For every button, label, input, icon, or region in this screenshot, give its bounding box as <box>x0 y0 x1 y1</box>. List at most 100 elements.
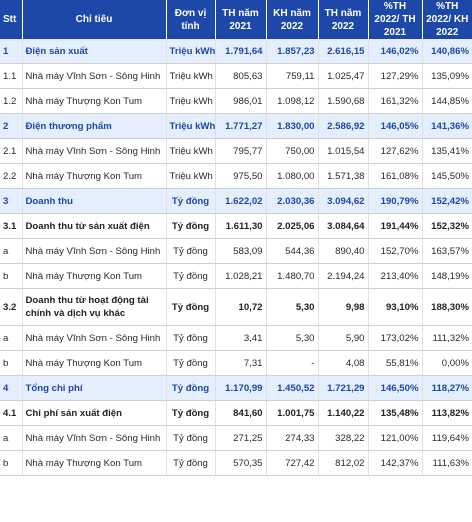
cell-kh2022: 2.025,06 <box>265 213 318 239</box>
cell-th2021: 1.791,64 <box>214 39 266 64</box>
cell-th2021: 1.622,02 <box>214 188 266 214</box>
cell-label: Doanh thu <box>21 188 166 214</box>
cell-pct-kh: 111,32% <box>421 325 472 351</box>
cell-th2021: 1.771,27 <box>214 113 266 139</box>
cell-th2021: 3,41 <box>214 325 266 351</box>
cell-unit: Triệu kWh <box>165 138 215 164</box>
table-row: b Nhà máy Thượng Kon Tum Tỷ đồng 570,35 727,… <box>0 450 472 476</box>
cell-th2021: 10,72 <box>214 288 266 326</box>
cell-unit: Tỷ đồng <box>165 375 215 401</box>
cell-stt: b <box>0 350 22 376</box>
cell-th2022: 1.015,54 <box>317 138 368 164</box>
cell-th2021: 7,31 <box>214 350 266 376</box>
results-table: Stt Chỉ tiêu Đơn vị tính TH năm 2021 KH … <box>0 0 472 476</box>
header-pct-th: %TH 2022/ TH 2021 <box>367 0 422 39</box>
cell-label: Nhà máy Vĩnh Sơn - Sông Hinh <box>21 63 166 89</box>
cell-label: Điện sản xuất <box>21 39 166 64</box>
cell-label: Nhà máy Thượng Kon Tum <box>21 263 166 289</box>
cell-th2022: 2.194,24 <box>317 263 368 289</box>
cell-stt: 2.1 <box>0 138 22 164</box>
cell-unit: Triệu kWh <box>165 113 215 139</box>
cell-th2022: 1.721,29 <box>317 375 368 401</box>
cell-th2022: 1.025,47 <box>317 63 368 89</box>
table-row: 1.1 Nhà máy Vĩnh Sơn - Sông Hinh Triệu kWh… <box>0 63 472 89</box>
table-row: a Nhà máy Vĩnh Sơn - Sông Hinh Tỷ đồng 271,… <box>0 425 472 451</box>
cell-pct-kh: 140,86% <box>421 39 472 64</box>
cell-stt: 2.2 <box>0 163 22 189</box>
cell-th2022: 1.140,22 <box>317 400 368 426</box>
cell-th2022: 4,08 <box>317 350 368 376</box>
cell-kh2022: 5,30 <box>265 325 318 351</box>
cell-stt: b <box>0 263 22 289</box>
cell-label: Nhà máy Vĩnh Sơn - Sông Hinh <box>21 325 166 351</box>
table-row: 3 Doanh thu Tỷ đồng 1.622,02 2.030,36 3.094,6… <box>0 188 472 214</box>
cell-label: Doanh thu từ hoạt động tài chính và dịch… <box>21 288 166 326</box>
cell-label: Nhà máy Vĩnh Sơn - Sông Hinh <box>21 238 166 264</box>
cell-pct-th: 142,37% <box>367 450 422 476</box>
table-row: b Nhà máy Thượng Kon Tum Tỷ đồng 7,31-4,08 5… <box>0 350 472 376</box>
cell-label: Nhà máy Thượng Kon Tum <box>21 88 166 114</box>
cell-th2021: 1.611,30 <box>214 213 266 239</box>
cell-pct-kh: 111,63% <box>421 450 472 476</box>
cell-unit: Tỷ đồng <box>165 350 215 376</box>
table-row: b Nhà máy Thượng Kon Tum Tỷ đồng 1.028,21 1.… <box>0 263 472 289</box>
header-kh2022: KH năm 2022 <box>265 0 318 39</box>
table-row: a Nhà máy Vĩnh Sơn - Sông Hinh Tỷ đồng 3,41… <box>0 325 472 351</box>
cell-unit: Tỷ đồng <box>165 325 215 351</box>
cell-kh2022: 544,36 <box>265 238 318 264</box>
cell-stt: a <box>0 238 22 264</box>
header-chi-tieu: Chỉ tiêu <box>21 0 166 39</box>
cell-kh2022: 2.030,36 <box>265 188 318 214</box>
cell-label: Nhà máy Vĩnh Sơn - Sông Hinh <box>21 425 166 451</box>
cell-unit: Triệu kWh <box>165 63 215 89</box>
cell-th2021: 975,50 <box>214 163 266 189</box>
cell-pct-th: 93,10% <box>367 288 422 326</box>
cell-th2022: 3.094,62 <box>317 188 368 214</box>
cell-stt: b <box>0 450 22 476</box>
cell-label: Chi phí sản xuất điện <box>21 400 166 426</box>
header-stt: Stt <box>0 0 22 39</box>
table-row: a Nhà máy Vĩnh Sơn - Sông Hinh Tỷ đồng 583,… <box>0 238 472 264</box>
cell-unit: Triệu kWh <box>165 163 215 189</box>
cell-pct-kh: 152,32% <box>421 213 472 239</box>
cell-label: Nhà máy Thượng Kon Tum <box>21 350 166 376</box>
cell-th2021: 271,25 <box>214 425 266 451</box>
cell-label: Nhà máy Vĩnh Sơn - Sông Hinh <box>21 138 166 164</box>
cell-th2021: 795,77 <box>214 138 266 164</box>
cell-pct-th: 127,62% <box>367 138 422 164</box>
cell-th2021: 583,09 <box>214 238 266 264</box>
cell-kh2022: 1.480,70 <box>265 263 318 289</box>
cell-pct-th: 121,00% <box>367 425 422 451</box>
cell-stt: 4 <box>0 375 22 401</box>
cell-stt: 1.1 <box>0 63 22 89</box>
cell-th2022: 2.616,15 <box>317 39 368 64</box>
cell-stt: 2 <box>0 113 22 139</box>
cell-th2022: 9,98 <box>317 288 368 326</box>
table-row: 3.2 Doanh thu từ hoạt động tài chính và d… <box>0 288 472 326</box>
table-body: 1 Điện sản xuất Triệu kWh 1.791,64 1.857,23 2… <box>0 39 472 476</box>
table-row: 2 Điện thương phẩm Triệu kWh 1.771,27 1.830,… <box>0 113 472 139</box>
cell-pct-th: 152,70% <box>367 238 422 264</box>
cell-th2022: 1.571,38 <box>317 163 368 189</box>
cell-stt: 4.1 <box>0 400 22 426</box>
cell-pct-th: 161,08% <box>367 163 422 189</box>
cell-kh2022: 1.080,00 <box>265 163 318 189</box>
cell-unit: Tỷ đồng <box>165 450 215 476</box>
cell-label: Nhà máy Thượng Kon Tum <box>21 450 166 476</box>
cell-unit: Tỷ đồng <box>165 213 215 239</box>
cell-th2022: 2.586,92 <box>317 113 368 139</box>
header-th2022: TH năm 2022 <box>317 0 368 39</box>
cell-pct-kh: 188,30% <box>421 288 472 326</box>
cell-pct-kh: 148,19% <box>421 263 472 289</box>
cell-th2022: 1.590,68 <box>317 88 368 114</box>
cell-th2022: 5,90 <box>317 325 368 351</box>
cell-pct-kh: 141,36% <box>421 113 472 139</box>
cell-th2021: 1.028,21 <box>214 263 266 289</box>
cell-unit: Tỷ đồng <box>165 288 215 326</box>
cell-stt: a <box>0 425 22 451</box>
cell-unit: Tỷ đồng <box>165 425 215 451</box>
cell-kh2022: 759,11 <box>265 63 318 89</box>
cell-unit: Tỷ đồng <box>165 238 215 264</box>
cell-pct-th: 213,40% <box>367 263 422 289</box>
cell-label: Điện thương phẩm <box>21 113 166 139</box>
